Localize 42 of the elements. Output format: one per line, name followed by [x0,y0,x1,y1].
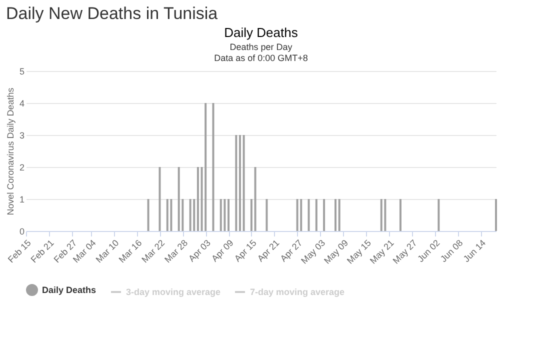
bar [196,167,199,231]
text: Data as of 0:00 GMT+8 [214,53,308,63]
chart-title: Daily New Deaths in Tunisia [6,4,218,23]
bar [495,199,497,231]
bar [147,199,150,231]
y-tick-label: 0 [19,226,24,236]
bar [158,167,161,231]
bar [323,199,326,231]
bar [189,199,192,231]
bar [235,135,238,231]
text: Deaths per Day [230,42,293,52]
bar [166,199,168,231]
bar [399,199,402,231]
bar [250,199,252,231]
y-tick-label: 5 [19,66,24,76]
bar [334,199,337,231]
bar [338,199,340,231]
bar [193,199,196,231]
bar [380,199,382,231]
y-axis-title: Novel Coronavirus Daily Deaths [5,87,16,216]
legend-label: Daily Deaths [42,285,96,295]
bar [315,199,318,231]
bar [224,199,226,231]
bar [228,199,230,231]
y-tick-label: 3 [19,130,24,140]
bar [300,199,302,231]
bar [308,199,310,231]
bar [204,103,207,231]
y-tick-label: 1 [19,194,24,204]
bar [238,135,241,231]
y-tick-label: 4 [19,98,24,108]
bar [266,199,268,231]
bar [212,103,214,231]
bar [178,167,180,231]
bar [438,199,440,231]
bar [170,199,172,231]
bar [296,199,298,231]
bar [384,199,386,231]
bar [220,199,222,231]
bar [242,135,245,231]
chart-subtitle: Daily Deaths [224,25,298,40]
y-tick-label: 2 [19,162,24,172]
